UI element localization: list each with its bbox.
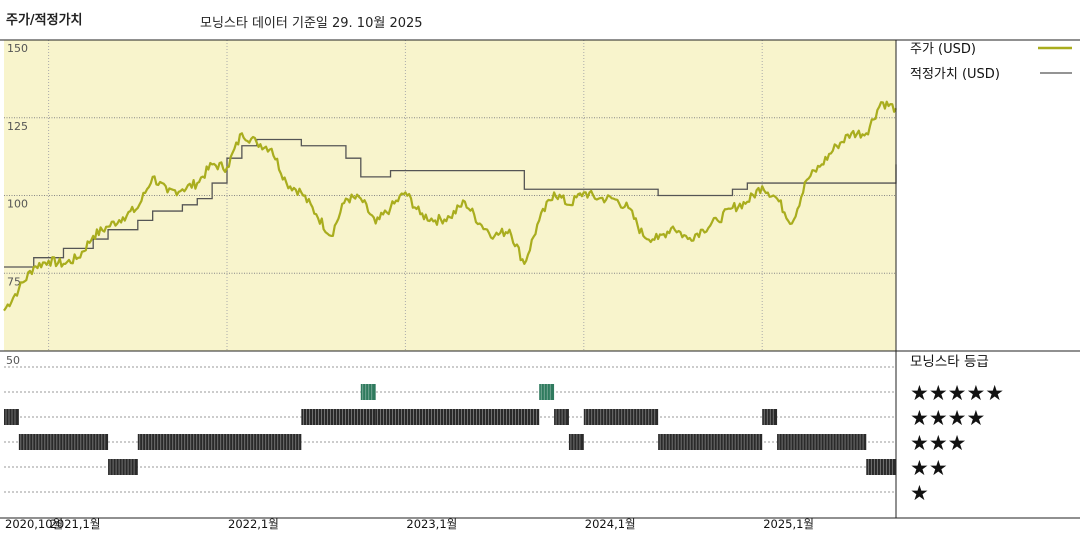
legend: 주가 (USD) 적정가치 (USD)	[910, 42, 1072, 82]
rating-bar	[375, 409, 540, 425]
rating-bar	[568, 434, 584, 450]
rating-bar	[762, 409, 778, 425]
rating-bar	[583, 409, 659, 425]
x-tick-label: 2025,1월	[763, 517, 814, 531]
rating-axis-label: 50	[6, 354, 20, 367]
star-label: ★	[910, 481, 929, 505]
rating-title: 모닝스타 등급	[910, 354, 989, 370]
x-tick-label: 2023,1월	[406, 517, 457, 531]
star-label: ★★★★	[910, 406, 985, 430]
x-tick-label: 2020,10월	[5, 517, 63, 531]
x-tick-label: 2024,1월	[585, 517, 636, 531]
fair-value-line	[4, 138, 897, 268]
data-date-caption: 모닝스타 데이터 기준일 29. 10월 2025	[200, 16, 423, 31]
rating-bar	[108, 459, 138, 475]
rating-bar	[539, 384, 555, 400]
y-tick-label: 150	[7, 42, 28, 55]
rating-bar	[777, 434, 867, 450]
rating-bar	[658, 434, 763, 450]
legend-fair-value-label: 적정가치 (USD)	[910, 67, 1000, 82]
rating-bar	[301, 409, 376, 425]
legend-price-label: 주가 (USD)	[910, 42, 976, 57]
rating-bars	[4, 384, 896, 475]
rating-bar	[866, 459, 896, 475]
x-tick-label: 2021,1월	[50, 517, 101, 531]
y-tick-label: 125	[7, 120, 28, 133]
star-label: ★★	[910, 456, 948, 480]
rating-bar	[4, 409, 19, 425]
y-tick-label: 75	[7, 275, 21, 288]
rating-bar	[554, 409, 569, 425]
x-tick-label: 2022,1월	[228, 517, 279, 531]
rating-bar	[18, 434, 109, 450]
star-labels: ★★★★★★★★★★★★★★★	[910, 381, 1004, 505]
star-label: ★★★	[910, 431, 966, 455]
rating-bar	[360, 384, 376, 400]
y-tick-label: 100	[7, 198, 28, 211]
vertical-gridlines	[48, 40, 763, 351]
price-line	[3, 100, 897, 312]
rating-bar	[137, 434, 302, 450]
star-label: ★★★★★	[910, 381, 1004, 405]
y-axis-ticks: 150 125 100 75	[7, 42, 28, 288]
chart-title: 주가/적정가치	[6, 13, 83, 28]
